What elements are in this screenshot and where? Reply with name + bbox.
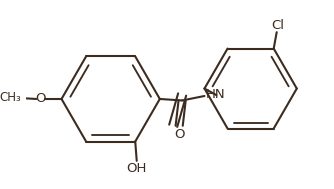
Text: OH: OH [127,162,147,175]
Text: O: O [174,128,184,141]
Text: O: O [35,92,46,105]
Text: Cl: Cl [272,19,285,32]
Text: HN: HN [205,88,225,101]
Text: CH₃: CH₃ [0,91,21,104]
